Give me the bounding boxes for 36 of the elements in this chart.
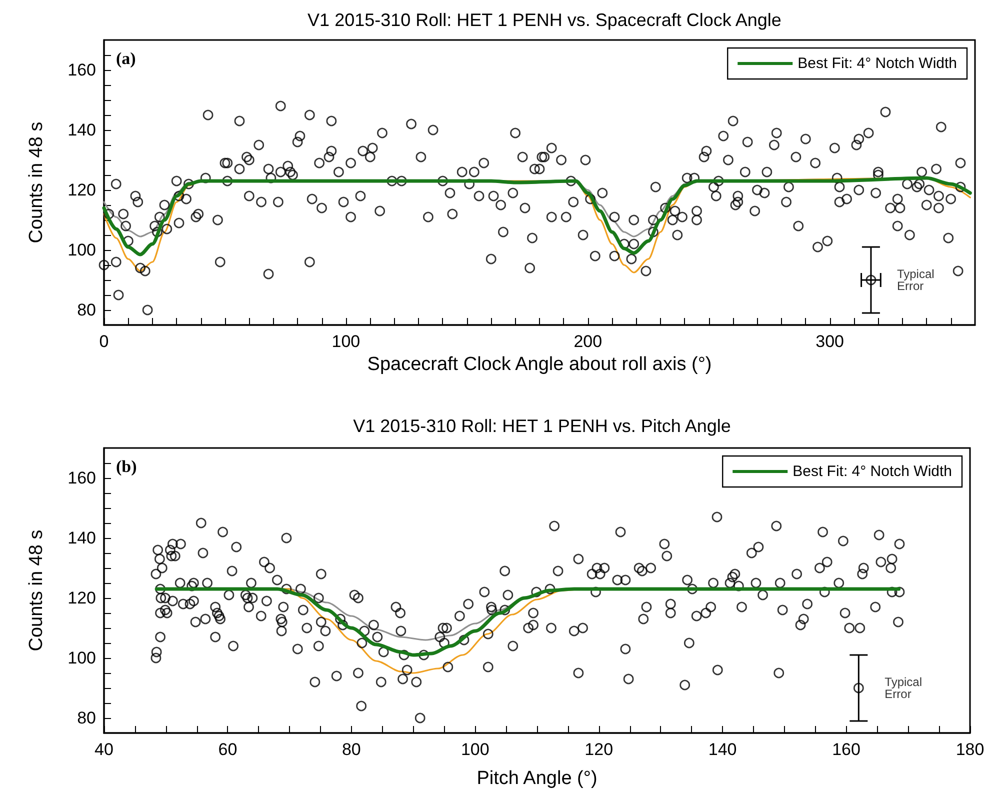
x-axis-title: Spacecraft Clock Angle about roll axis (°) bbox=[367, 354, 712, 375]
x-tick-label: 100 bbox=[460, 740, 490, 759]
x-tick-label: 100 bbox=[332, 332, 360, 351]
x-tick-label: 40 bbox=[94, 740, 114, 759]
x-tick-label: 180 bbox=[956, 740, 984, 759]
y-tick-label: 160 bbox=[68, 60, 96, 80]
y-tick-label: 160 bbox=[68, 468, 96, 488]
y-tick-label: 100 bbox=[68, 648, 96, 668]
y-axis-title: Counts in 48 s bbox=[26, 122, 47, 244]
x-tick-label: 160 bbox=[832, 740, 860, 759]
y-tick-label: 120 bbox=[68, 588, 96, 608]
x-tick-label: 0 bbox=[99, 332, 109, 351]
x-tick-label: 140 bbox=[708, 740, 737, 759]
annotation: (b) bbox=[116, 457, 137, 476]
y-tick-label: 80 bbox=[77, 300, 96, 320]
annotation: Typical Error bbox=[896, 267, 938, 293]
x-tick-label: 60 bbox=[218, 740, 238, 759]
x-tick-label: 300 bbox=[816, 332, 844, 351]
x-axis-title: Pitch Angle (°) bbox=[476, 768, 598, 789]
line-series bbox=[154, 587, 901, 657]
annotation: (a) bbox=[116, 49, 136, 68]
y-tick-label: 140 bbox=[68, 528, 96, 548]
x-tick-label: 80 bbox=[342, 740, 361, 759]
annotation: Typical Error bbox=[884, 675, 926, 701]
x-tick-label: 200 bbox=[574, 332, 602, 351]
y-tick-label: 120 bbox=[68, 180, 96, 200]
legend-label: Best Fit: 4° Notch Width bbox=[792, 463, 952, 480]
x-tick-label: 120 bbox=[584, 740, 614, 759]
y-tick-label: 100 bbox=[68, 240, 96, 260]
chart-title: V1 2015-310 Roll: HET 1 PENH vs. Pitch Angle bbox=[353, 416, 731, 436]
y-tick-label: 80 bbox=[77, 708, 96, 728]
legend-label: Best Fit: 4° Notch Width bbox=[798, 55, 958, 72]
chart-title: V1 2015-310 Roll: HET 1 PENH vs. Spacecraft Clock Angle bbox=[308, 10, 782, 30]
y-axis-title: Counts in 48 s bbox=[26, 530, 47, 652]
line-series bbox=[102, 176, 972, 256]
y-tick-label: 140 bbox=[68, 120, 96, 140]
